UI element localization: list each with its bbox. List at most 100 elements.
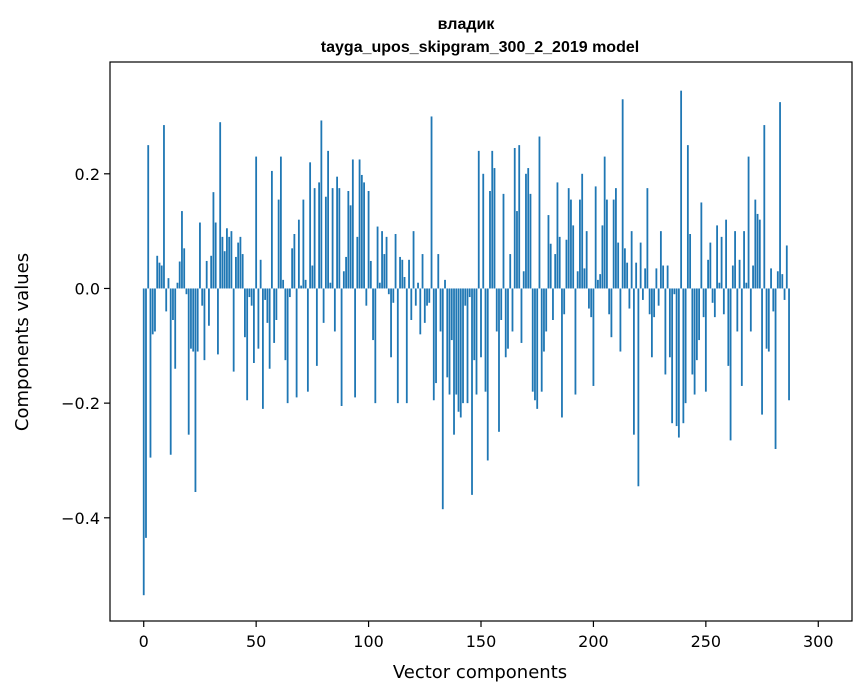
bar <box>729 288 732 441</box>
bar <box>630 231 633 289</box>
bar <box>761 288 763 415</box>
bar <box>612 199 615 289</box>
bar <box>356 236 359 289</box>
bar <box>347 191 350 289</box>
bar <box>374 288 377 404</box>
bar <box>172 288 174 320</box>
bar <box>205 260 208 289</box>
bar <box>653 288 656 318</box>
bar <box>147 145 150 289</box>
bar <box>401 259 404 289</box>
bar <box>264 288 267 300</box>
bar <box>183 248 186 289</box>
bar <box>698 288 700 341</box>
x-tick-label: 250 <box>691 632 722 651</box>
bar <box>288 288 291 298</box>
bar <box>219 122 222 289</box>
bar <box>275 288 278 320</box>
bar <box>763 125 766 289</box>
bar <box>196 288 199 352</box>
bar <box>284 288 287 361</box>
y-tick-label: 0.2 <box>75 165 100 184</box>
bar <box>221 236 224 289</box>
bar <box>615 188 617 289</box>
bar <box>167 278 170 289</box>
bar <box>662 265 665 289</box>
x-axis-ticks: 0 50 100 150 200 250 300 <box>139 621 834 651</box>
bar <box>603 156 606 289</box>
bar <box>423 288 426 323</box>
bar <box>743 231 745 289</box>
bar <box>597 279 599 289</box>
bar <box>414 288 417 306</box>
bar <box>419 288 422 335</box>
bar <box>758 219 761 289</box>
bar <box>491 150 494 289</box>
bar <box>779 102 781 289</box>
bar <box>558 236 561 289</box>
bar <box>749 288 752 332</box>
bar <box>446 288 449 378</box>
bar <box>208 288 210 326</box>
bar <box>473 288 476 361</box>
bar <box>169 288 172 455</box>
bar <box>720 236 723 289</box>
bar <box>311 265 314 289</box>
bar <box>336 176 338 289</box>
bar <box>392 288 395 303</box>
bar <box>142 288 145 596</box>
bar <box>331 188 334 289</box>
bar <box>315 288 318 366</box>
bar <box>248 288 251 298</box>
bar <box>327 150 329 289</box>
bar <box>349 205 352 289</box>
bar <box>378 282 381 289</box>
bar <box>659 231 662 289</box>
bar <box>736 288 739 332</box>
bar <box>626 262 629 289</box>
bar <box>734 231 736 289</box>
bar <box>329 282 332 289</box>
bar <box>482 173 485 289</box>
bar <box>747 156 750 289</box>
bar <box>531 288 534 392</box>
bar <box>340 288 343 406</box>
bar <box>650 288 653 358</box>
x-tick-label: 200 <box>578 632 609 651</box>
bar <box>664 288 667 375</box>
bar <box>686 145 689 289</box>
bar <box>410 288 413 320</box>
x-tick-label: 0 <box>139 632 149 651</box>
bar <box>574 288 577 395</box>
bar <box>534 288 536 401</box>
bar <box>671 288 674 424</box>
bar <box>149 288 152 458</box>
bar <box>722 288 725 315</box>
bar <box>187 288 190 435</box>
bar <box>259 259 262 289</box>
bar <box>320 120 323 289</box>
bar <box>718 282 721 289</box>
bar <box>594 186 597 289</box>
bar <box>293 234 296 289</box>
bar <box>525 173 527 289</box>
bar <box>360 174 363 289</box>
bar <box>713 288 716 318</box>
bar <box>232 288 235 372</box>
bar <box>518 145 521 289</box>
bar <box>738 259 741 289</box>
bar <box>342 271 345 289</box>
bar <box>282 279 285 289</box>
bar <box>338 188 341 289</box>
bar <box>561 288 563 418</box>
bar <box>363 182 365 289</box>
bar <box>163 125 165 289</box>
bar <box>588 288 590 309</box>
bar <box>313 188 316 289</box>
bar <box>576 271 579 289</box>
bar <box>581 173 584 289</box>
bar <box>529 193 532 289</box>
bar <box>677 288 680 438</box>
bar <box>772 288 775 312</box>
